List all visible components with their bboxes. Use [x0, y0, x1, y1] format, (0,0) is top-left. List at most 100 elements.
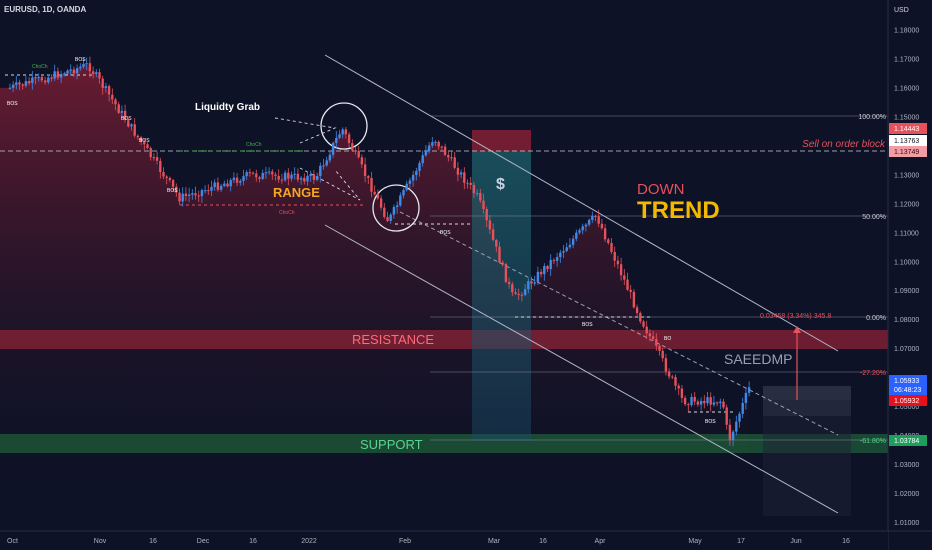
x-tick-label: 2022 — [301, 538, 317, 545]
candle-bullish — [747, 387, 751, 393]
candle-bearish — [373, 191, 376, 195]
candle-bullish — [399, 195, 402, 206]
candle-bearish — [271, 171, 274, 175]
candle-bearish — [143, 141, 146, 145]
candle-bearish — [623, 275, 626, 280]
candle-bullish — [34, 77, 37, 79]
channel-mid-line — [399, 211, 839, 436]
candle-bearish — [594, 215, 597, 217]
price-tag-5: 1.05932 — [894, 398, 919, 405]
resistance-zone — [0, 330, 888, 349]
candle-bullish — [475, 192, 479, 194]
candle-bearish — [703, 400, 706, 404]
fib-n618-label: -61.80% — [860, 438, 886, 445]
candle-bearish — [651, 336, 655, 340]
price-tag-1: 1.14443 — [894, 126, 919, 133]
candle-bullish — [562, 251, 565, 253]
candle-bullish — [581, 226, 584, 231]
candle-bullish — [405, 183, 408, 190]
price-tag-3-bg — [889, 146, 927, 157]
candle-bullish — [213, 182, 216, 187]
candle-bullish — [306, 175, 309, 182]
candle-bearish — [165, 176, 168, 178]
candle-bullish — [533, 282, 536, 284]
candle-bullish — [293, 173, 296, 175]
candle-bearish — [610, 242, 613, 252]
candle-bearish — [363, 164, 367, 177]
time-axis-panel[interactable] — [0, 531, 888, 550]
candle-bullish — [744, 392, 748, 403]
candle-bullish — [587, 219, 591, 225]
candle-bullish — [104, 86, 108, 88]
candle-bearish — [149, 148, 152, 158]
candle-bullish — [11, 84, 15, 88]
candle-bullish — [591, 215, 594, 220]
candle-bearish — [709, 397, 712, 405]
candle-bullish — [37, 76, 40, 78]
candle-bullish — [66, 70, 69, 74]
candle-bearish — [552, 260, 556, 262]
candle-bearish — [146, 144, 149, 149]
candle-bearish — [117, 104, 120, 113]
candle-bearish — [453, 157, 456, 168]
fib-levels — [430, 115, 888, 441]
candle-bullish — [219, 185, 223, 190]
candle-bearish — [251, 172, 255, 174]
candle-bullish — [69, 69, 72, 71]
candle-bullish — [731, 431, 735, 441]
candle-bullish — [706, 397, 709, 404]
support-zone — [0, 434, 888, 453]
candles-layer — [8, 56, 751, 447]
candle-bearish — [168, 177, 172, 181]
candle-bullish — [299, 177, 303, 180]
candle-bearish — [671, 376, 674, 378]
candle-bearish — [504, 263, 508, 282]
candle-bearish — [661, 350, 664, 359]
candle-bullish — [434, 141, 437, 143]
price-axis-panel[interactable] — [888, 0, 932, 550]
candle-bearish — [370, 177, 373, 192]
candle-bearish — [258, 177, 261, 179]
channel-upper-line — [324, 54, 839, 352]
candle-bearish — [472, 184, 476, 194]
price-tag-3: 1.13749 — [894, 149, 919, 156]
candle-bearish — [386, 216, 389, 221]
candle-bullish — [418, 163, 421, 171]
price-tag-2: 1.13763 — [894, 138, 919, 145]
candle-bullish — [200, 190, 204, 197]
candle-bullish — [85, 63, 88, 65]
candle-bearish — [479, 192, 482, 201]
candle-bullish — [389, 214, 392, 221]
candle-bearish — [687, 404, 690, 406]
y-tick-label: 1.07000 — [894, 346, 919, 353]
candle-bearish — [274, 174, 277, 176]
candle-bullish — [232, 177, 236, 181]
candle-bearish — [530, 281, 533, 284]
y-tick-label: 1.12000 — [894, 201, 919, 208]
candle-bearish — [21, 84, 24, 86]
candle-bearish — [498, 246, 501, 263]
candle-bullish — [555, 257, 559, 261]
resistance-label: RESISTANCE — [352, 332, 434, 347]
x-tick-label: 16 — [249, 538, 257, 545]
candle-bearish — [683, 397, 687, 405]
bos-label-8: BOS — [705, 419, 716, 425]
x-tick-label: Dec — [197, 538, 210, 545]
candle-bearish — [437, 141, 440, 147]
liquidity-grab-label: Liquidty Grab — [195, 102, 260, 113]
bos-label-5: BOS — [167, 188, 178, 194]
candle-bullish — [559, 252, 562, 258]
candle-bullish — [584, 224, 588, 227]
candle-bearish — [450, 157, 453, 159]
candle-bullish — [245, 172, 248, 177]
candle-bearish — [216, 182, 220, 190]
y-tick-label: 1.18000 — [894, 28, 919, 35]
y-tick-label: 1.15000 — [894, 114, 919, 121]
candle-bearish — [379, 198, 383, 208]
watermark: SAEEDMP — [724, 351, 792, 367]
price-tag-6: 1.03784 — [894, 438, 919, 445]
symbol-title: EURUSD, 1D, OANDA — [4, 5, 86, 14]
candle-bullish — [191, 193, 194, 195]
candle-bearish — [645, 326, 648, 334]
